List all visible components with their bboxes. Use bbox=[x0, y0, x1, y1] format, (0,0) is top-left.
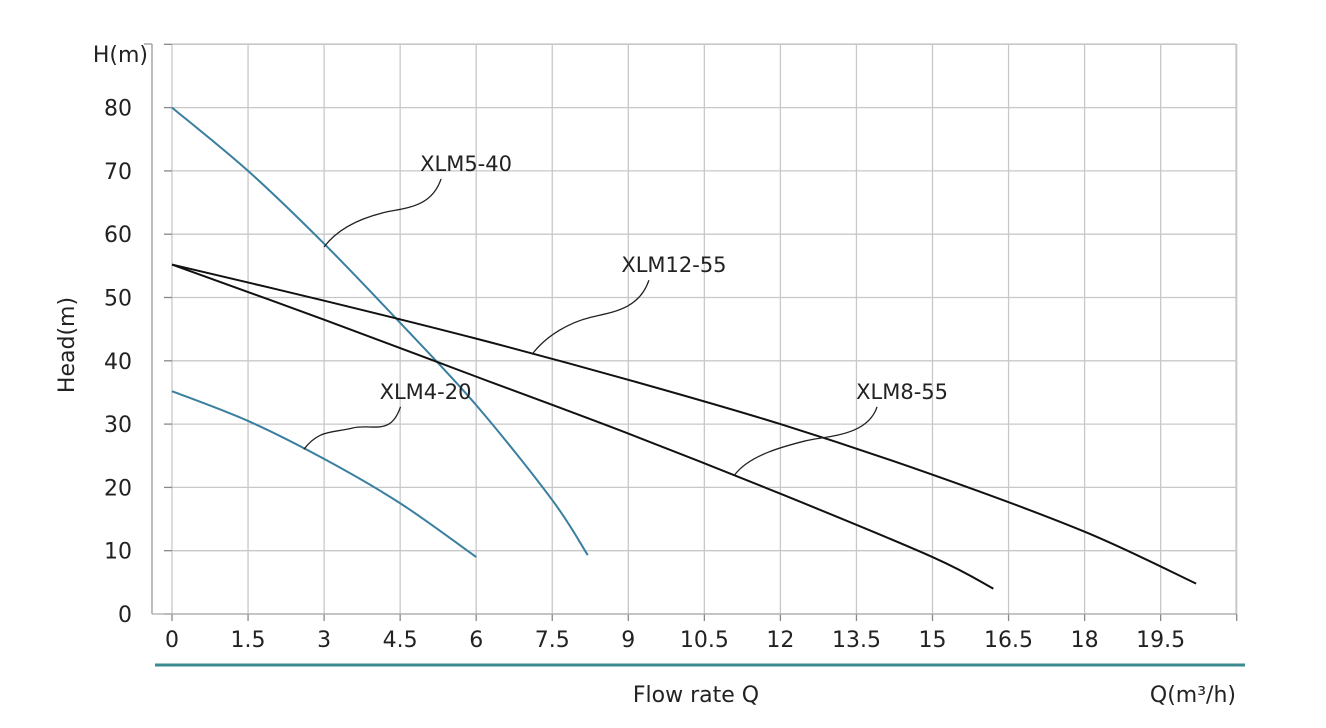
series-line-xlm5-40 bbox=[171, 106, 589, 556]
leader-line-xlm4-20 bbox=[303, 406, 402, 450]
x-tick-label: 9 bbox=[621, 628, 635, 653]
x-tick-label: 19.5 bbox=[1136, 628, 1185, 653]
series-annotations: XLM5-40 XLM4-20 XLM12-55 XLM8-55 bbox=[303, 152, 948, 476]
series-line-xlm8-55 bbox=[171, 263, 994, 590]
x-tick-label: 18 bbox=[1071, 628, 1099, 653]
y-tick-label: 80 bbox=[104, 97, 132, 122]
y-tick-label: 0 bbox=[118, 603, 132, 628]
x-tick-label: 13.5 bbox=[832, 628, 881, 653]
x-tick-label: 1.5 bbox=[231, 628, 266, 653]
y-tick-label: 70 bbox=[104, 160, 132, 185]
y-tick-label: 10 bbox=[104, 540, 132, 565]
series-line-xlm12-55 bbox=[171, 263, 1197, 585]
series-label-xlm12-55: XLM12-55 bbox=[621, 253, 726, 277]
x-tick-label: 6 bbox=[469, 628, 483, 653]
y-tick-label: 30 bbox=[104, 413, 132, 438]
x-axis-title: Flow rate Q bbox=[633, 683, 759, 708]
x-tick-label: 0 bbox=[165, 628, 179, 653]
x-tick-label: 15 bbox=[919, 628, 947, 653]
x-tick-label: 4.5 bbox=[383, 628, 418, 653]
y-tick-label: 60 bbox=[104, 223, 132, 248]
x-tick-label: 10.5 bbox=[680, 628, 729, 653]
x-tick-label: 7.5 bbox=[535, 628, 570, 653]
series-label-xlm5-40: XLM5-40 bbox=[420, 152, 512, 176]
series-label-xlm4-20: XLM4-20 bbox=[380, 380, 472, 404]
y-axis-title: Head(m) bbox=[55, 297, 80, 393]
x-unit-label: Q(m³/h) bbox=[1150, 683, 1236, 708]
x-tick-label: 16.5 bbox=[984, 628, 1033, 653]
x-tick-label: 12 bbox=[766, 628, 794, 653]
y-tick-label: 50 bbox=[104, 287, 132, 312]
series-line-xlm4-20 bbox=[171, 390, 477, 558]
series-label-xlm8-55: XLM8-55 bbox=[856, 380, 948, 404]
grid bbox=[171, 43, 1238, 615]
series-lines bbox=[171, 106, 1197, 590]
leader-line-xlm8-55 bbox=[734, 406, 878, 476]
leader-line-xlm5-40 bbox=[323, 178, 442, 248]
y-unit-label: H(m) bbox=[93, 43, 148, 68]
x-tick-label: 3 bbox=[317, 628, 331, 653]
y-tick-label: 20 bbox=[104, 476, 132, 501]
y-tick-label: 40 bbox=[104, 350, 132, 375]
leader-line-xlm12-55 bbox=[531, 279, 650, 355]
axes: 0 10 20 30 40 50 60 70 80 0 1.5 3 4.5 6 7.5 9 10.5 12 13.5… bbox=[104, 43, 1245, 667]
